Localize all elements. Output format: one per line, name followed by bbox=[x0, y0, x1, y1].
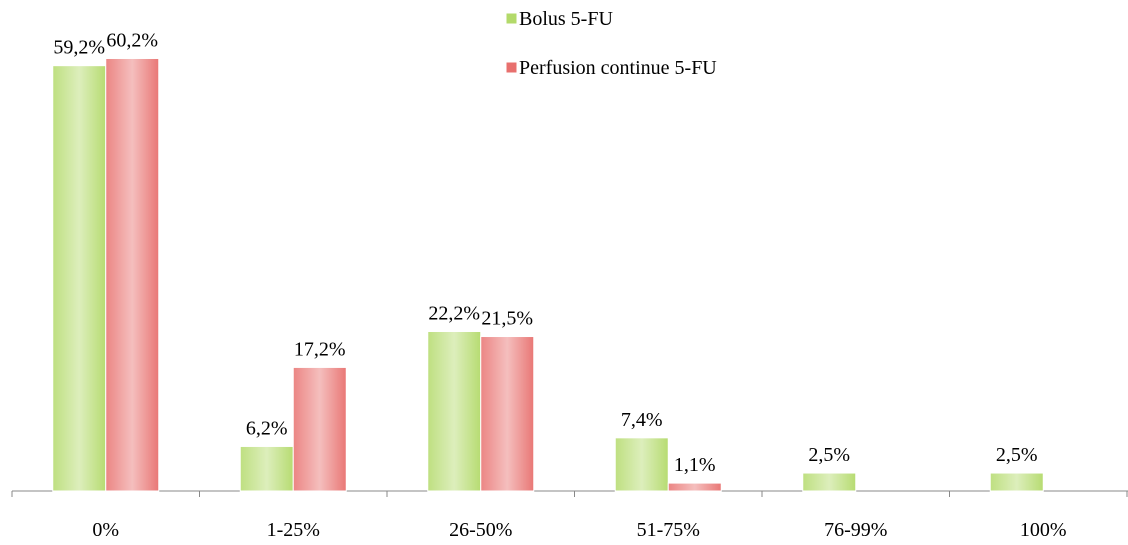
legend-label: Bolus 5-FU bbox=[519, 8, 613, 30]
bar-shine bbox=[668, 483, 722, 491]
legend-swatch bbox=[505, 12, 518, 25]
data-label: 6,2% bbox=[246, 417, 288, 439]
data-label: 1,1% bbox=[674, 454, 716, 476]
data-label: 60,2% bbox=[106, 29, 158, 51]
data-label: 7,4% bbox=[621, 409, 663, 431]
data-label: 2,5% bbox=[996, 444, 1038, 466]
x-tick-label: 76-99% bbox=[824, 519, 887, 541]
data-label: 22,2% bbox=[428, 303, 480, 325]
bar-shine bbox=[52, 65, 106, 491]
x-tick-label: 51-75% bbox=[637, 519, 700, 541]
bar-shine bbox=[615, 437, 669, 491]
bar-shine bbox=[480, 336, 534, 491]
data-label: 17,2% bbox=[294, 338, 346, 360]
x-tick-label: 26-50% bbox=[449, 519, 512, 541]
bar-shine bbox=[240, 446, 294, 491]
data-label: 2,5% bbox=[808, 444, 850, 466]
bar-shine bbox=[293, 367, 347, 491]
bar-shine bbox=[802, 473, 856, 491]
legend-label: Perfusion continue 5-FU bbox=[519, 57, 717, 79]
x-tick-label: 0% bbox=[92, 519, 119, 541]
x-tick-label: 100% bbox=[1020, 519, 1067, 541]
bar-shine bbox=[990, 473, 1044, 491]
x-tick-label: 1-25% bbox=[267, 519, 320, 541]
data-label: 59,2% bbox=[53, 37, 105, 59]
bar-shine bbox=[427, 331, 481, 491]
bar-shine bbox=[105, 58, 159, 492]
data-label: 21,5% bbox=[481, 308, 533, 330]
legend-swatch bbox=[505, 61, 518, 74]
